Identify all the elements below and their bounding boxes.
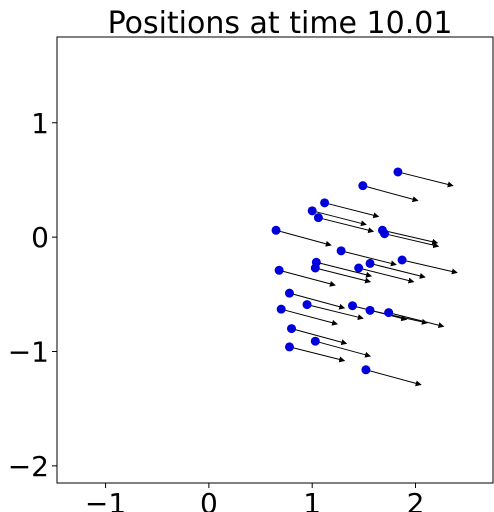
x-tick-label: 2: [407, 487, 425, 512]
position-point-18: [276, 304, 286, 314]
velocity-arrow-19: [369, 309, 428, 325]
velocity-arrow-9: [401, 259, 458, 275]
position-point-19: [365, 305, 375, 315]
velocity-arrow-7: [384, 233, 440, 249]
position-point-1: [358, 181, 368, 191]
arrow-layer: [275, 171, 458, 387]
position-point-3: [307, 206, 317, 216]
y-tick-label: −2: [8, 450, 49, 483]
velocity-arrow-6: [382, 229, 439, 245]
chart-title: Positions at time 10.01: [108, 6, 453, 41]
position-point-4: [313, 213, 323, 223]
velocity-arrow-11: [369, 262, 426, 279]
y-axis-ticks: −2 −1 0 1: [8, 107, 57, 483]
position-point-15: [284, 288, 294, 298]
velocity-arrow-15: [289, 292, 346, 310]
velocity-arrow-5: [275, 229, 332, 247]
x-tick-label: 1: [303, 487, 321, 512]
position-point-13: [354, 263, 364, 273]
position-point-21: [287, 324, 297, 334]
plot-area-frame: [56, 36, 494, 484]
x-tick-label: 0: [200, 487, 218, 512]
position-point-24: [361, 365, 371, 375]
velocity-arrow-24: [365, 369, 422, 387]
point-layer: [271, 167, 407, 375]
position-point-8: [336, 246, 346, 256]
y-tick-label: −1: [8, 335, 49, 368]
position-point-23: [284, 342, 294, 352]
velocity-arrow-2: [324, 202, 380, 219]
velocity-arrow-20: [388, 312, 445, 329]
velocity-arrow-14: [279, 269, 336, 287]
position-point-16: [302, 300, 312, 310]
position-point-22: [310, 336, 320, 346]
position-point-17: [347, 301, 357, 311]
position-point-12: [310, 263, 320, 273]
x-tick-label: −1: [85, 487, 126, 512]
position-point-9: [397, 255, 407, 265]
position-point-11: [365, 258, 375, 268]
position-point-5: [271, 225, 281, 235]
velocity-arrow-18: [281, 308, 338, 326]
velocity-arrow-4: [318, 217, 375, 234]
velocity-arrow-13: [358, 267, 415, 284]
position-point-7: [380, 229, 390, 239]
x-axis-ticks: −1 0 1 2: [85, 483, 425, 512]
velocity-arrow-12: [315, 267, 372, 284]
velocity-arrow-3: [312, 210, 367, 227]
y-tick-label: 1: [31, 107, 49, 140]
velocity-arrow-0: [397, 171, 454, 188]
velocity-arrow-8: [341, 250, 397, 267]
position-point-14: [274, 265, 284, 275]
y-tick-label: 0: [31, 221, 49, 254]
velocity-arrow-23: [289, 346, 346, 363]
velocity-arrow-10: [316, 261, 373, 278]
position-point-0: [393, 167, 403, 177]
velocity-arrow-16: [306, 304, 364, 321]
position-point-2: [320, 198, 330, 208]
velocity-arrow-22: [315, 340, 372, 358]
velocity-arrow-1: [362, 185, 419, 203]
position-point-20: [384, 308, 394, 318]
velocity-arrow-21: [291, 328, 348, 346]
